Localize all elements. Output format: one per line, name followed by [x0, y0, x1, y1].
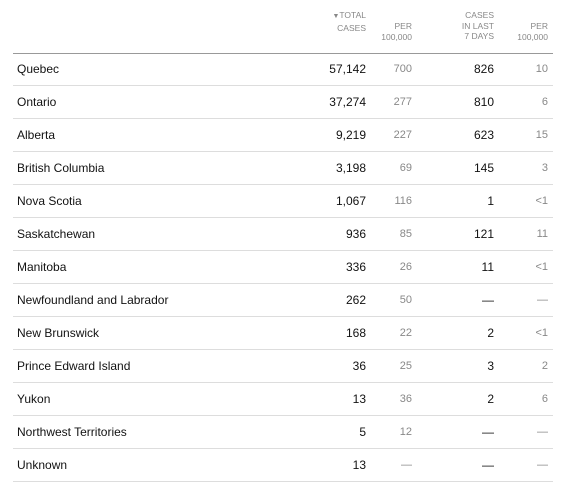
count-cell: 2	[487, 326, 494, 340]
rate-cell: —	[537, 459, 548, 471]
rate-cell: 25	[399, 360, 412, 372]
count-cell: 57,142	[329, 62, 366, 76]
header-line: 100,000	[517, 31, 548, 42]
count-cell: 9,219	[335, 128, 366, 142]
header-line: CASES	[465, 10, 494, 20]
rate-cell: 116	[394, 195, 412, 207]
count-cell: 13	[352, 458, 366, 472]
rate-cell: 85	[399, 228, 412, 240]
header-line: PER	[394, 21, 412, 31]
count-cell: 11	[481, 260, 494, 274]
count-cell: 36	[352, 359, 366, 373]
header-line: PER	[530, 21, 548, 31]
rate-cell: 15	[535, 129, 548, 141]
count-cell: —	[482, 293, 494, 307]
region-name: British Columbia	[17, 161, 105, 175]
count-cell: 145	[473, 161, 494, 175]
count-cell: 623	[473, 128, 494, 142]
table-row: Manitoba 336 26 11 <1	[13, 251, 553, 284]
rate-cell: 6	[541, 393, 548, 405]
rate-cell: 26	[399, 261, 412, 273]
region-name: Ontario	[17, 95, 57, 109]
region-name: Nova Scotia	[17, 194, 82, 208]
count-cell: 826	[473, 62, 494, 76]
table-row: Alberta 9,219 227 623 15	[13, 119, 553, 152]
rate-cell: 700	[393, 63, 412, 75]
rate-cell: —	[537, 426, 548, 438]
table-row: British Columbia 3,198 69 145 3	[13, 152, 553, 185]
header-cell: PER 100,000	[517, 21, 548, 42]
rate-cell: <1	[535, 327, 548, 339]
header-total: ▼TOTAL CASES	[332, 10, 366, 33]
count-cell: —	[482, 425, 494, 439]
region-name: New Brunswick	[17, 326, 100, 340]
count-cell: 1,067	[335, 194, 366, 208]
region-name: Yukon	[17, 392, 51, 406]
rate-cell: 22	[399, 327, 412, 339]
rate-cell: 10	[535, 63, 548, 75]
header-text: TOTAL	[339, 10, 366, 20]
count-cell: 810	[473, 95, 494, 109]
rate-cell: 11	[536, 228, 548, 240]
header-rule	[13, 53, 553, 54]
region-name: Saskatchewan	[17, 227, 96, 241]
table-row: Northwest Territories 5 12 — —	[13, 416, 553, 449]
region-name: Prince Edward Island	[17, 359, 131, 373]
count-cell: 13	[352, 392, 366, 406]
count-cell: 37,274	[329, 95, 366, 109]
table-row: Prince Edward Island 36 25 3 2	[13, 350, 553, 383]
table-row: Saskatchewan 936 85 121 11	[13, 218, 553, 251]
count-cell: —	[482, 458, 494, 472]
rate-cell: —	[401, 459, 412, 471]
rate-cell: 69	[399, 162, 412, 174]
count-cell: 2	[487, 392, 494, 406]
header-line: IN LAST	[461, 20, 494, 31]
table-row: Unknown 13 — — —	[13, 449, 553, 482]
rate-cell: 50	[399, 294, 412, 306]
region-name: Unknown	[17, 458, 68, 472]
rate-cell: <1	[535, 195, 548, 207]
table-row: Newfoundland and Labrador 262 50 — —	[13, 284, 553, 317]
region-name: Newfoundland and Labrador	[17, 293, 169, 307]
count-cell: 3,198	[335, 161, 366, 175]
rate-cell: 277	[393, 96, 412, 108]
count-cell: 262	[345, 293, 366, 307]
table-row: Nova Scotia 1,067 116 1 <1	[13, 185, 553, 218]
table-row: Yukon 13 36 2 6	[13, 383, 553, 416]
table-row: Quebec 57,142 700 826 10	[13, 53, 553, 86]
region-name: Quebec	[17, 62, 60, 76]
header-cell: CASES IN LAST 7 DAYS	[462, 10, 494, 42]
header-cell: PER 100,000	[381, 21, 412, 42]
header-line: ▼TOTAL	[332, 10, 366, 23]
count-cell: 168	[345, 326, 366, 340]
header-line: 100,000	[381, 31, 412, 42]
count-cell: 936	[345, 227, 366, 241]
rate-cell: —	[537, 294, 548, 306]
count-cell: 121	[473, 227, 494, 241]
rate-cell: 2	[541, 360, 548, 372]
rate-cell: 36	[399, 393, 412, 405]
header-line: 7 DAYS	[464, 31, 494, 41]
count-cell: 5	[359, 425, 366, 439]
count-cell: 3	[487, 359, 494, 373]
region-name: Manitoba	[17, 260, 67, 274]
table-row: Ontario 37,274 277 810 6	[13, 86, 553, 119]
rate-cell: 12	[399, 426, 412, 438]
count-cell: 1	[487, 194, 494, 208]
rate-cell: 6	[541, 96, 548, 108]
region-name: Alberta	[17, 128, 56, 142]
sort-arrow: ▼	[332, 13, 340, 20]
header-line: CASES	[337, 22, 366, 33]
count-cell: 336	[345, 260, 366, 274]
rate-cell: 227	[393, 129, 412, 141]
rate-cell: <1	[535, 261, 548, 273]
rate-cell: 3	[541, 162, 548, 174]
region-name: Northwest Territories	[17, 425, 127, 439]
table-row: New Brunswick 168 22 2 <1	[13, 317, 553, 350]
